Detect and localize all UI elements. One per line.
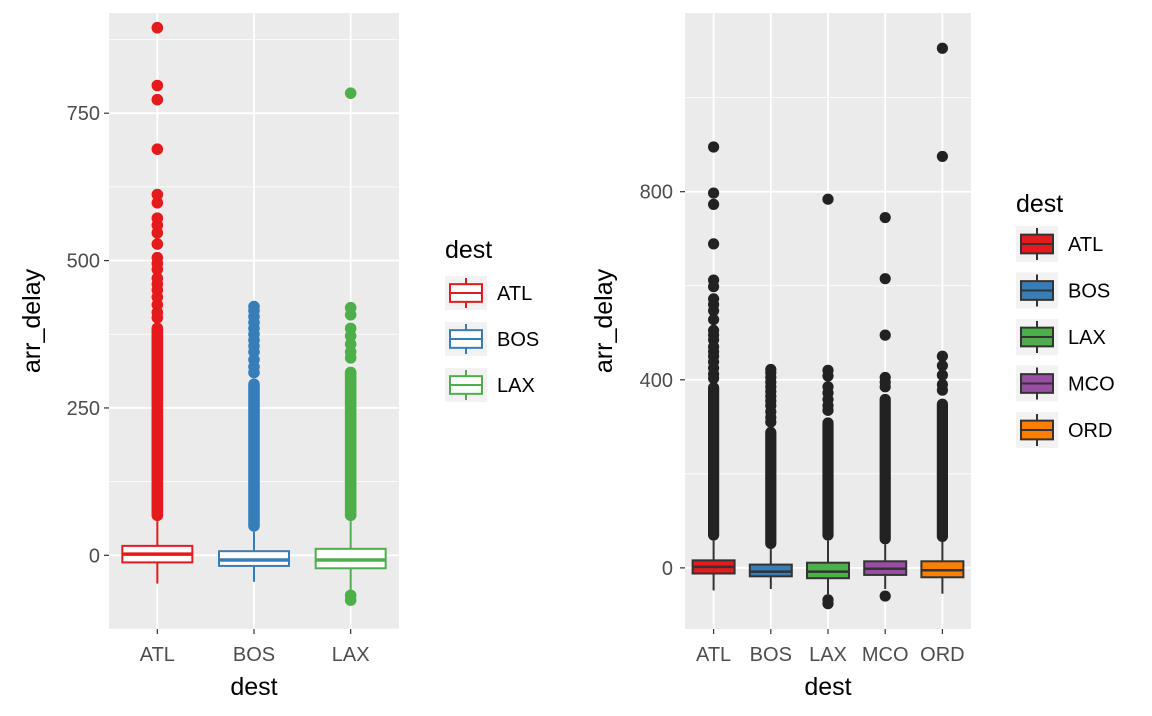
outlier-point <box>879 381 891 393</box>
x-axis-title: dest <box>230 673 277 701</box>
outlier-band <box>822 417 834 541</box>
outlier-band <box>151 322 164 522</box>
outlier-band <box>248 378 260 532</box>
legend-item-bos: BOS <box>1016 272 1110 309</box>
box-lax <box>314 87 387 606</box>
outlier-point <box>822 598 834 610</box>
outlier-point <box>936 360 949 372</box>
outlier-point <box>879 211 891 224</box>
legend-item-bos: BOS <box>445 322 539 356</box>
outlier-point <box>344 330 357 342</box>
x-tick-label: MCO <box>862 644 909 666</box>
y-tick-label: 500 <box>67 251 100 273</box>
outlier-point <box>879 590 891 602</box>
x-tick-label: ATL <box>140 644 175 666</box>
outlier-point <box>936 42 949 54</box>
outlier-point <box>879 273 891 285</box>
outlier-point <box>151 311 164 324</box>
y-axis-title: arr_delay <box>590 268 618 373</box>
outlier-point <box>708 305 720 317</box>
outlier-band <box>708 382 720 541</box>
y-tick-label: 0 <box>89 545 100 567</box>
y-tick-label: 0 <box>662 558 673 580</box>
legend-label: ORD <box>1068 420 1112 442</box>
outlier-point <box>344 87 357 99</box>
y-tick-label: 250 <box>67 398 100 420</box>
outlier-point <box>151 21 164 34</box>
outlier-point <box>151 79 164 92</box>
legend-label: ATL <box>497 283 532 305</box>
outlier-band <box>765 426 777 550</box>
outlier-point <box>151 188 164 201</box>
outlier-point <box>936 350 949 362</box>
legend-item-lax: LAX <box>1016 319 1106 355</box>
x-tick-label: LAX <box>809 644 847 666</box>
outlier-point <box>822 193 834 205</box>
outlier-point <box>151 143 164 155</box>
box-atl <box>691 141 736 591</box>
outlier-point <box>151 227 164 239</box>
outlier-point <box>344 352 357 364</box>
box-lax <box>806 193 850 610</box>
x-tick-label: BOS <box>233 644 275 666</box>
outlier-point <box>708 281 720 293</box>
outlier-point <box>708 372 720 384</box>
legend-item-atl: ATL <box>445 276 532 310</box>
outlier-point <box>344 594 357 606</box>
outlier-band <box>936 398 948 543</box>
outlier-point <box>151 263 164 276</box>
legend-label: ATL <box>1068 234 1103 256</box>
legend-title: dest <box>1016 190 1063 218</box>
legend-item-lax: LAX <box>445 368 535 402</box>
outlier-point <box>936 369 949 381</box>
legend-label: LAX <box>1068 327 1106 349</box>
legend-label: BOS <box>497 329 539 351</box>
outlier-point <box>248 366 260 379</box>
y-tick-label: 800 <box>640 182 673 204</box>
x-tick-label: BOS <box>750 644 792 666</box>
outlier-point <box>708 198 720 210</box>
y-axis-title: arr_delay <box>18 268 46 373</box>
legend-item-atl: ATL <box>1016 226 1103 262</box>
legend-label: MCO <box>1068 374 1115 396</box>
legend-label: BOS <box>1068 281 1110 303</box>
outlier-point <box>151 197 164 209</box>
legend-item-mco: MCO <box>1016 365 1115 402</box>
outlier-point <box>822 404 834 416</box>
outlier-point <box>151 93 164 106</box>
legend-item-ord: ORD <box>1016 412 1112 448</box>
outlier-point <box>879 329 891 341</box>
x-tick-label: ORD <box>920 644 964 666</box>
box-ord <box>920 42 965 594</box>
y-tick-label: 400 <box>640 370 673 392</box>
legend-label: LAX <box>497 375 535 397</box>
x-axis-title: dest <box>804 673 851 701</box>
outlier-point <box>151 238 164 250</box>
box-atl <box>121 21 194 584</box>
legend-title: dest <box>445 236 492 264</box>
outlier-point <box>708 141 720 153</box>
box-bos <box>748 363 793 590</box>
outlier-point <box>822 370 834 382</box>
outlier-point <box>936 384 949 396</box>
x-tick-label: ATL <box>696 644 731 666</box>
outlier-band <box>879 393 891 545</box>
x-tick-label: LAX <box>332 644 370 666</box>
outlier-point <box>708 313 720 326</box>
outlier-point <box>936 150 949 163</box>
outlier-point <box>708 238 720 250</box>
outlier-point <box>765 416 777 428</box>
box-mco <box>863 211 908 602</box>
box-bos <box>218 300 290 582</box>
outlier-band <box>344 366 357 522</box>
outlier-point <box>708 187 720 199</box>
y-tick-label: 750 <box>67 103 100 125</box>
outlier-point <box>344 309 357 321</box>
